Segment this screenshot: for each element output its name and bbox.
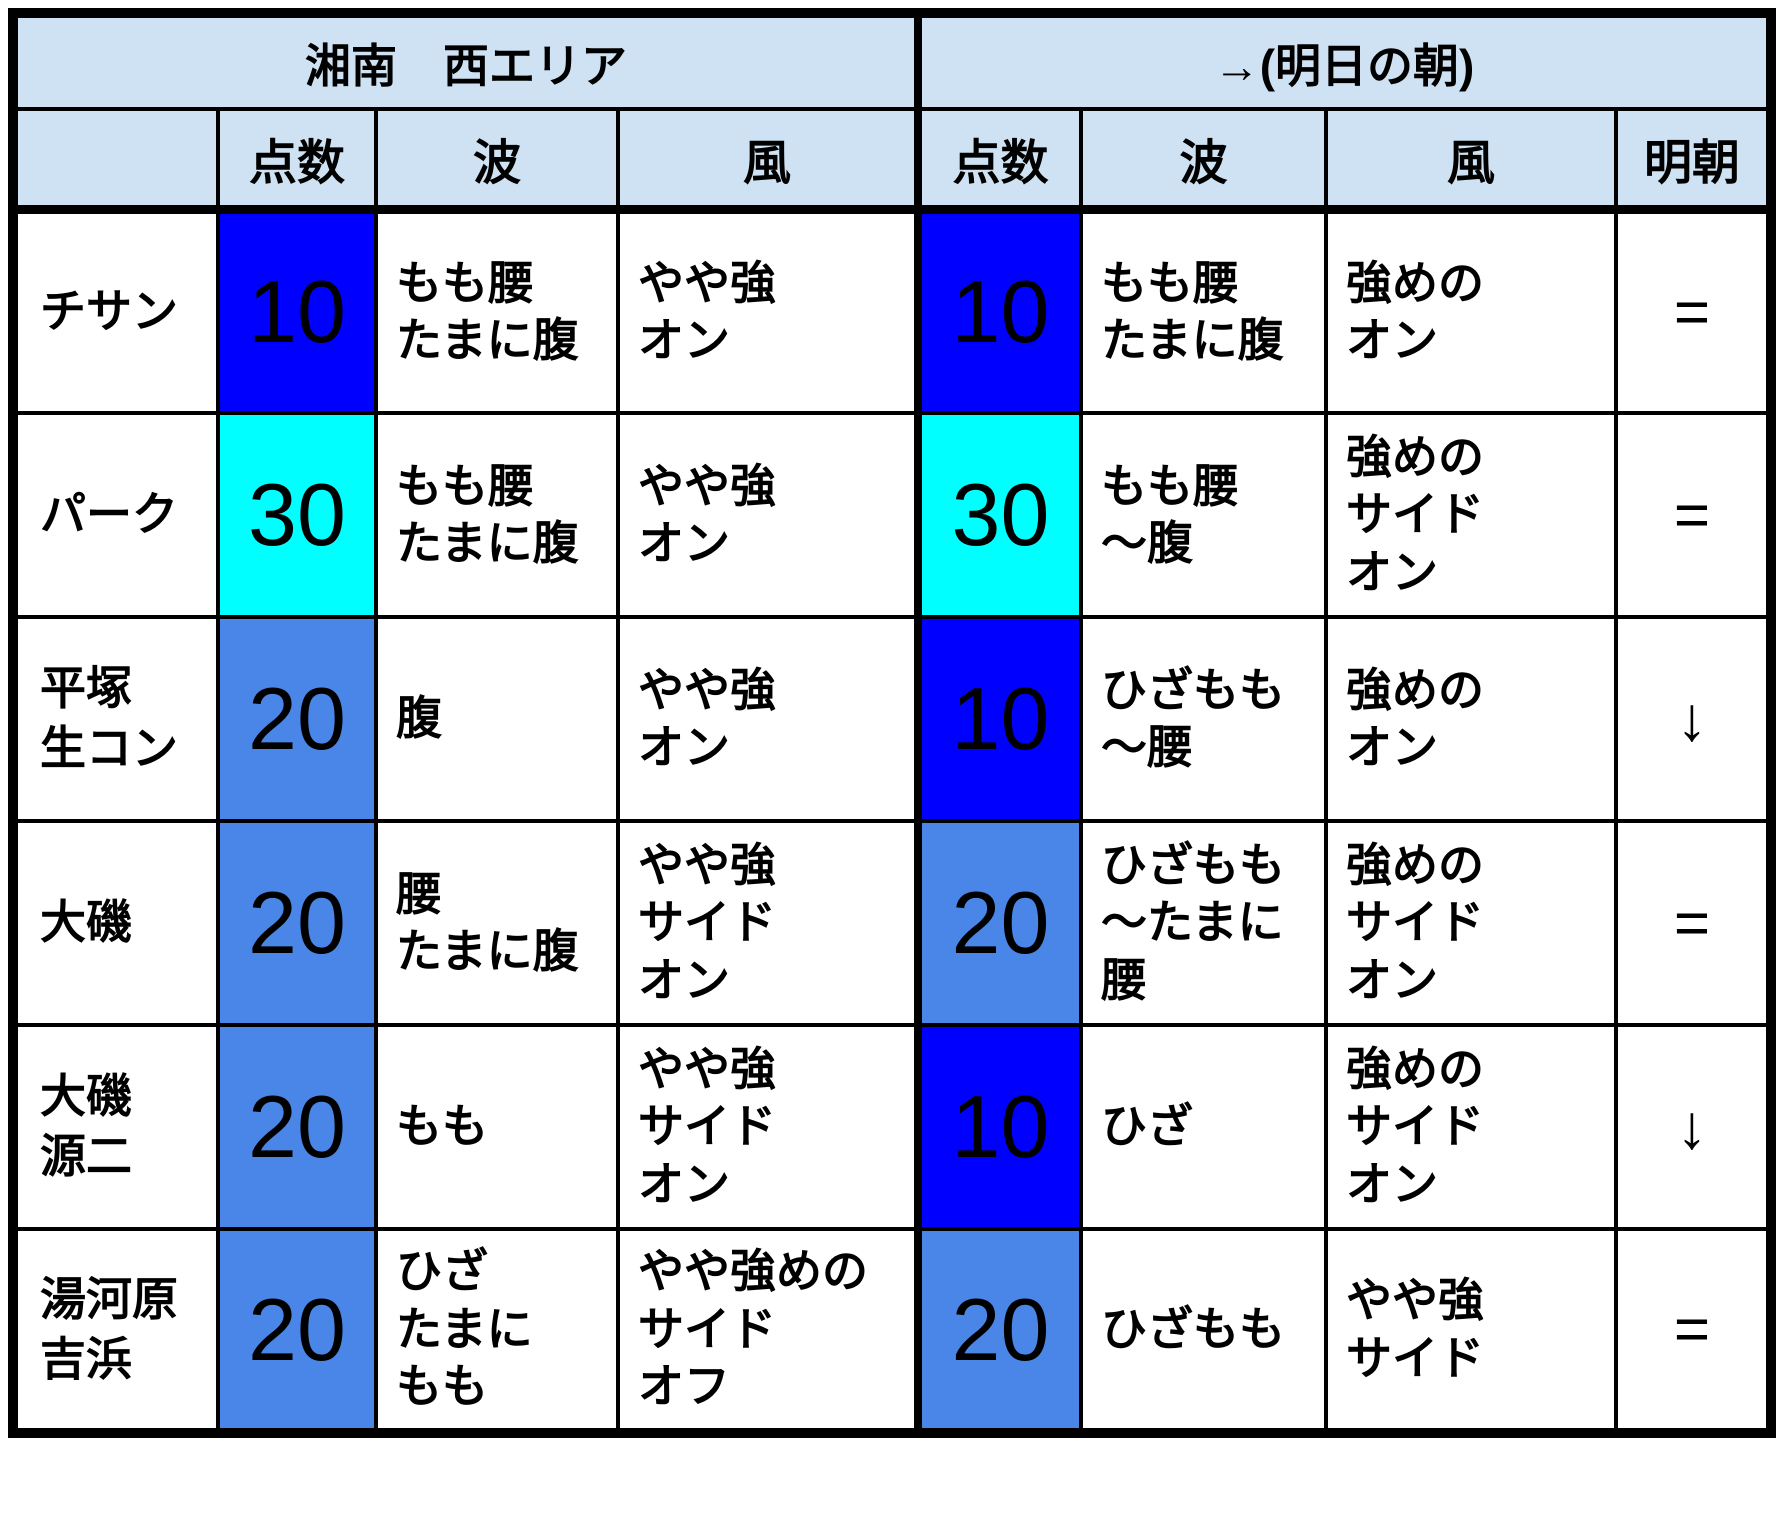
col-header-wave-next: 波: [1079, 107, 1328, 214]
wave-now: もも腰 たまに腹: [374, 411, 620, 619]
score-next: 10: [914, 615, 1083, 823]
spot-name: 平塚 生コン: [11, 615, 220, 823]
score-now: 20: [216, 1023, 378, 1231]
wind-now: やや強 オン: [616, 411, 920, 619]
wave-now: もも腰 たまに腹: [374, 207, 620, 415]
wind-next: 強めの サイド オン: [1324, 411, 1618, 619]
table-row: 大磯 20 腰 たまに腹 やや強 サイド オン 20 ひざもも ～たまに 腰 強…: [11, 819, 1774, 1027]
wave-now: 腹: [374, 615, 620, 823]
spot-name: チサン: [11, 207, 220, 415]
wave-next: ひざもも: [1079, 1227, 1328, 1435]
wave-next: もも腰 ～腹: [1079, 411, 1328, 619]
score-next: 10: [914, 207, 1083, 415]
wind-now: やや強 オン: [616, 207, 920, 415]
area-title-left: 湘南 西エリア: [11, 11, 920, 111]
wind-now: やや強 オン: [616, 615, 920, 823]
morning-trend: =: [1613, 1227, 1774, 1435]
surf-report-table: 湘南 西エリア →(明日の朝) 点数 波 風 点数 波 風 明朝 チサン 10 …: [8, 8, 1777, 1438]
wave-next: ひざもも ～たまに 腰: [1079, 819, 1328, 1027]
score-now: 20: [216, 1227, 378, 1435]
wind-next: 強めの オン: [1324, 207, 1618, 415]
spot-name: 湯河原 吉浜: [11, 1227, 220, 1435]
column-header-row: 点数 波 風 点数 波 風 明朝: [11, 107, 1774, 214]
col-header-score-next: 点数: [914, 107, 1083, 214]
col-header-wind-next: 風: [1324, 107, 1618, 214]
wind-next: 強めの オン: [1324, 615, 1618, 823]
wave-next: ひざ: [1079, 1023, 1328, 1231]
score-now: 20: [216, 819, 378, 1027]
wind-next: やや強 サイド: [1324, 1227, 1618, 1435]
wave-now: ひざ たまに もも: [374, 1227, 620, 1435]
col-header-score-now: 点数: [216, 107, 378, 214]
spot-name: 大磯 源二: [11, 1023, 220, 1231]
score-now: 30: [216, 411, 378, 619]
wind-now: やや強 サイド オン: [616, 819, 920, 1027]
spot-name: パーク: [11, 411, 220, 619]
score-now: 20: [216, 615, 378, 823]
morning-trend: =: [1613, 207, 1774, 415]
score-next: 20: [914, 819, 1083, 1027]
table-row: 大磯 源二 20 もも やや強 サイド オン 10 ひざ 強めの サイド オン …: [11, 1023, 1774, 1231]
morning-trend: =: [1613, 411, 1774, 619]
score-next: 20: [914, 1227, 1083, 1435]
score-next: 10: [914, 1023, 1083, 1231]
score-now: 10: [216, 207, 378, 415]
wind-next: 強めの サイド オン: [1324, 819, 1618, 1027]
wave-now: もも: [374, 1023, 620, 1231]
spot-name: 大磯: [11, 819, 220, 1027]
wave-next: ひざもも ～腰: [1079, 615, 1328, 823]
table-row: 平塚 生コン 20 腹 やや強 オン 10 ひざもも ～腰 強めの オン ↓: [11, 615, 1774, 823]
area-title-right: →(明日の朝): [913, 11, 1774, 111]
col-header-morning: 明朝: [1613, 107, 1774, 214]
group-header-row: 湘南 西エリア →(明日の朝): [11, 11, 1774, 111]
table-row: パーク 30 もも腰 たまに腹 やや強 オン 30 もも腰 ～腹 強めの サイド…: [11, 411, 1774, 619]
wind-now: やや強めの サイド オフ: [616, 1227, 920, 1435]
col-header-wind-now: 風: [616, 107, 920, 214]
morning-trend: =: [1613, 819, 1774, 1027]
wind-next: 強めの サイド オン: [1324, 1023, 1618, 1231]
corner-cell: [11, 107, 220, 214]
morning-trend: ↓: [1613, 1023, 1774, 1231]
wave-now: 腰 たまに腹: [374, 819, 620, 1027]
score-next: 30: [914, 411, 1083, 619]
table-row: 湯河原 吉浜 20 ひざ たまに もも やや強めの サイド オフ 20 ひざもも…: [11, 1227, 1774, 1435]
wave-next: もも腰 たまに腹: [1079, 207, 1328, 415]
wind-now: やや強 サイド オン: [616, 1023, 920, 1231]
col-header-wave-now: 波: [374, 107, 620, 214]
morning-trend: ↓: [1613, 615, 1774, 823]
table-row: チサン 10 もも腰 たまに腹 やや強 オン 10 もも腰 たまに腹 強めの オ…: [11, 207, 1774, 415]
